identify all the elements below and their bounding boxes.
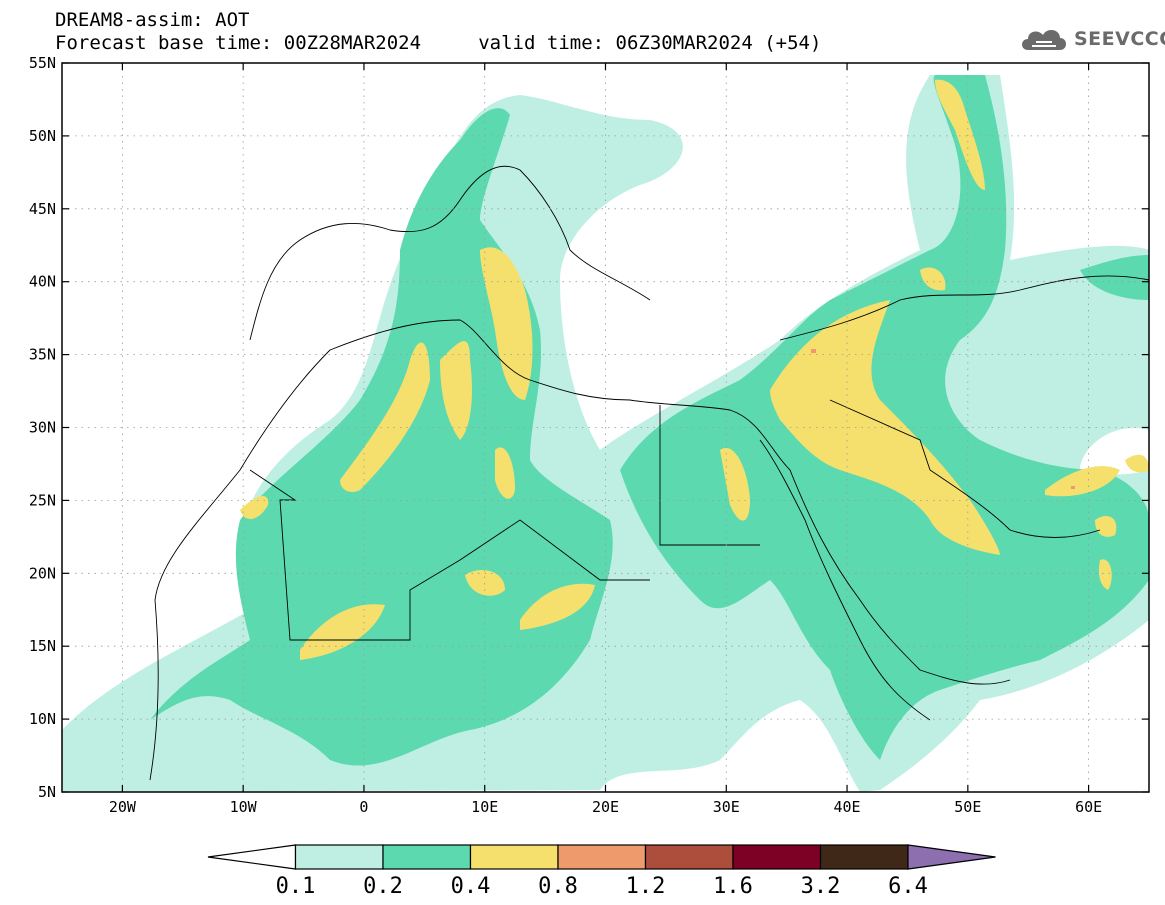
- colorbar-box: [557, 844, 647, 870]
- lat-tick-label: 50N: [29, 127, 56, 145]
- lat-tick-label: 15N: [29, 637, 56, 655]
- map-title: DREAM8-assim: AOT: [55, 9, 250, 31]
- lat-tick-label: 55N: [29, 54, 56, 72]
- colorbar-labels: 0.1 0.2 0.4 0.8 1.2 1.6 3.2 6.4: [276, 874, 928, 899]
- colorbar-box: [469, 844, 559, 870]
- aot-level-0.4: [240, 79, 1149, 660]
- lat-tick-label: 25N: [29, 491, 56, 509]
- colorbar-min-arrow: [207, 844, 297, 870]
- lon-tick-label: 20W: [109, 798, 137, 816]
- colorbar: [207, 844, 996, 870]
- seevccc-logo: SEEVCCC: [1018, 24, 1165, 54]
- lat-tick-label: 10N: [29, 710, 56, 728]
- coastlines: [149, 165, 1149, 781]
- lat-labels: 55N 50N 45N 40N 35N 30N 25N 20N 15N 10N 5N: [29, 54, 56, 801]
- lon-tick-label: 60E: [1075, 798, 1102, 816]
- lat-tick-label: 20N: [29, 564, 56, 582]
- lon-tick-label: 10W: [230, 798, 258, 816]
- lon-labels: 20W 10W 0 10E 20E 30E 40E 50E 60E: [109, 798, 1102, 816]
- colorbar-label: 0.8: [538, 874, 578, 899]
- colorbar-box: [732, 844, 822, 870]
- lon-tick-label: 10E: [471, 798, 498, 816]
- colorbar-box: [819, 844, 909, 870]
- colorbar-label: 1.2: [626, 874, 666, 899]
- colorbar-max-arrow: [907, 844, 996, 870]
- lon-tick-label: 20E: [592, 798, 619, 816]
- cloud-icon: [1022, 29, 1066, 50]
- aot-shading: [62, 75, 1149, 792]
- lon-tick-label: 40E: [834, 798, 861, 816]
- colorbar-label: 0.4: [451, 874, 491, 899]
- lon-tick-label: 50E: [954, 798, 981, 816]
- lat-tick-label: 30N: [29, 419, 56, 437]
- axis-ticks: [62, 62, 1149, 793]
- lat-tick-label: 40N: [29, 273, 56, 291]
- grid-lines: [62, 63, 1149, 792]
- lat-tick-label: 5N: [38, 783, 56, 801]
- lon-tick-label: 30E: [713, 798, 740, 816]
- colorbar-label: 3.2: [801, 874, 841, 899]
- colorbar-box: [382, 844, 472, 870]
- lat-tick-label: 45N: [29, 200, 56, 218]
- colorbar-label: 0.1: [276, 874, 316, 899]
- lon-tick-label: 0: [359, 798, 368, 816]
- colorbar-label: 0.2: [363, 874, 403, 899]
- colorbar-box: [294, 844, 384, 870]
- forecast-time-line: Forecast base time: 00Z28MAR2024 valid t…: [55, 32, 822, 54]
- colorbar-box: [644, 844, 734, 870]
- colorbar-label: 6.4: [888, 874, 928, 899]
- colorbar-label: 1.6: [713, 874, 753, 899]
- aot-level-0.8: [811, 349, 1075, 489]
- logo-text: SEEVCCC: [1074, 28, 1165, 50]
- lat-tick-label: 35N: [29, 346, 56, 364]
